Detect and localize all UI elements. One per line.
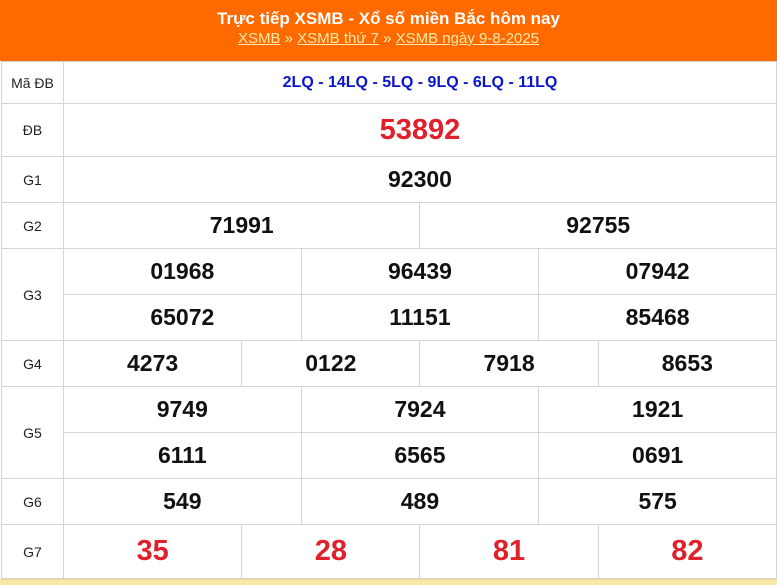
row-label: G5 bbox=[2, 387, 64, 479]
prize-number: 92755 bbox=[420, 203, 777, 249]
prize-number: 8653 bbox=[598, 341, 776, 387]
row-label: Mã ĐB bbox=[2, 62, 64, 104]
prize-number: 71991 bbox=[64, 203, 420, 249]
prize-number: 7924 bbox=[301, 387, 539, 433]
row-label: G4 bbox=[2, 341, 64, 387]
prize-number: 6111 bbox=[64, 433, 302, 479]
prize-number: 28 bbox=[242, 525, 420, 579]
prize-number: 9749 bbox=[64, 387, 302, 433]
breadcrumb-xsmb-date[interactable]: XSMB ngày 9-8-2025 bbox=[396, 30, 539, 47]
row-label: G2 bbox=[2, 203, 64, 249]
row-g2: G2 71991 92755 bbox=[2, 203, 777, 249]
row-g3-2: 65072 11151 85468 bbox=[2, 295, 777, 341]
prize-number: 1921 bbox=[539, 387, 777, 433]
prize-number: 82 bbox=[598, 525, 776, 579]
prize-number: 96439 bbox=[301, 249, 539, 295]
breadcrumb-separator: » bbox=[383, 30, 391, 47]
prize-number: 85468 bbox=[539, 295, 777, 341]
row-label: G7 bbox=[2, 525, 64, 579]
prize-number: 65072 bbox=[64, 295, 302, 341]
prize-number: 6565 bbox=[301, 433, 539, 479]
row-label: G3 bbox=[2, 249, 64, 341]
footer-strip bbox=[0, 579, 777, 585]
prize-number: 549 bbox=[64, 479, 302, 525]
row-g5-2: 6111 6565 0691 bbox=[2, 433, 777, 479]
row-label: G1 bbox=[2, 157, 64, 203]
prize-number: 0122 bbox=[242, 341, 420, 387]
row-g5: G5 9749 7924 1921 bbox=[2, 387, 777, 433]
row-g3: G3 01968 96439 07942 bbox=[2, 249, 777, 295]
row-g4: G4 4273 0122 7918 8653 bbox=[2, 341, 777, 387]
row-g1: G1 92300 bbox=[2, 157, 777, 203]
row-label: G6 bbox=[2, 479, 64, 525]
special-prize: 53892 bbox=[64, 104, 777, 157]
breadcrumb-xsmb[interactable]: XSMB bbox=[238, 30, 281, 47]
prize-number: 07942 bbox=[539, 249, 777, 295]
prize-number: 92300 bbox=[64, 157, 777, 203]
row-db: ĐB 53892 bbox=[2, 104, 777, 157]
breadcrumb: XSMB » XSMB thứ 7 » XSMB ngày 9-8-2025 bbox=[0, 29, 777, 49]
special-code: 2LQ - 14LQ - 5LQ - 9LQ - 6LQ - 11LQ bbox=[64, 62, 777, 104]
page-title: Trực tiếp XSMB - Xổ số miền Bắc hôm nay bbox=[0, 9, 777, 29]
results-table: Mã ĐB 2LQ - 14LQ - 5LQ - 9LQ - 6LQ - 11L… bbox=[1, 61, 777, 579]
prize-number: 4273 bbox=[64, 341, 242, 387]
prize-number: 81 bbox=[420, 525, 598, 579]
prize-number: 11151 bbox=[301, 295, 539, 341]
prize-number: 01968 bbox=[64, 249, 302, 295]
row-label: ĐB bbox=[2, 104, 64, 157]
row-g7: G7 35 28 81 82 bbox=[2, 525, 777, 579]
row-ma-db: Mã ĐB 2LQ - 14LQ - 5LQ - 9LQ - 6LQ - 11L… bbox=[2, 62, 777, 104]
prize-number: 35 bbox=[64, 525, 242, 579]
prize-number: 7918 bbox=[420, 341, 598, 387]
breadcrumb-xsmb-thu-7[interactable]: XSMB thứ 7 bbox=[297, 30, 379, 47]
breadcrumb-separator: » bbox=[285, 30, 293, 47]
prize-number: 575 bbox=[539, 479, 777, 525]
prize-number: 489 bbox=[301, 479, 539, 525]
row-g6: G6 549 489 575 bbox=[2, 479, 777, 525]
prize-number: 0691 bbox=[539, 433, 777, 479]
page-header: Trực tiếp XSMB - Xổ số miền Bắc hôm nay … bbox=[0, 0, 777, 61]
